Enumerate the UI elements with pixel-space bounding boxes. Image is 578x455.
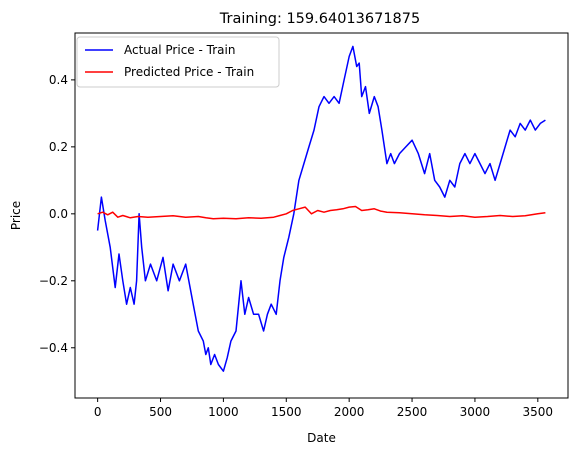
y-tick-label: 0.4 (49, 73, 68, 87)
y-tick-label: −0.2 (39, 274, 68, 288)
series-line-predicted (97, 205, 546, 220)
chart-title: Training: 159.64013671875 (219, 11, 420, 27)
y-axis-label: Price (9, 201, 23, 230)
legend-label-predicted: Predicted Price - Train (124, 65, 254, 79)
legend: Actual Price - Train Predicted Price - T… (76, 36, 280, 88)
axes-frame (74, 32, 569, 399)
y-tick-label: 0.0 (49, 207, 68, 221)
x-tick-label: 500 (149, 405, 172, 419)
series-layer (96, 45, 546, 372)
series-line-actual (96, 45, 546, 372)
x-axis-ticks: 0 500 1000 1500 2000 2500 3000 3500 (94, 398, 553, 419)
x-tick-label: 2500 (397, 405, 428, 419)
legend-box (76, 36, 280, 88)
x-axis-label: Date (307, 431, 336, 445)
x-tick-label: 3500 (523, 405, 554, 419)
x-tick-label: 1500 (271, 405, 302, 419)
plot-area: 0 500 1000 1500 2000 2500 3000 3500 −0.4 −0.2 0.0… (39, 32, 569, 419)
x-tick-label: 0 (94, 405, 102, 419)
y-tick-label: 0.2 (49, 140, 68, 154)
x-tick-label: 3000 (460, 405, 491, 419)
x-tick-label: 1000 (208, 405, 239, 419)
y-tick-label: −0.4 (39, 341, 68, 355)
y-axis-ticks: −0.4 −0.2 0.0 0.2 0.4 (39, 73, 75, 355)
x-tick-label: 2000 (334, 405, 365, 419)
legend-label-actual: Actual Price - Train (124, 43, 235, 57)
